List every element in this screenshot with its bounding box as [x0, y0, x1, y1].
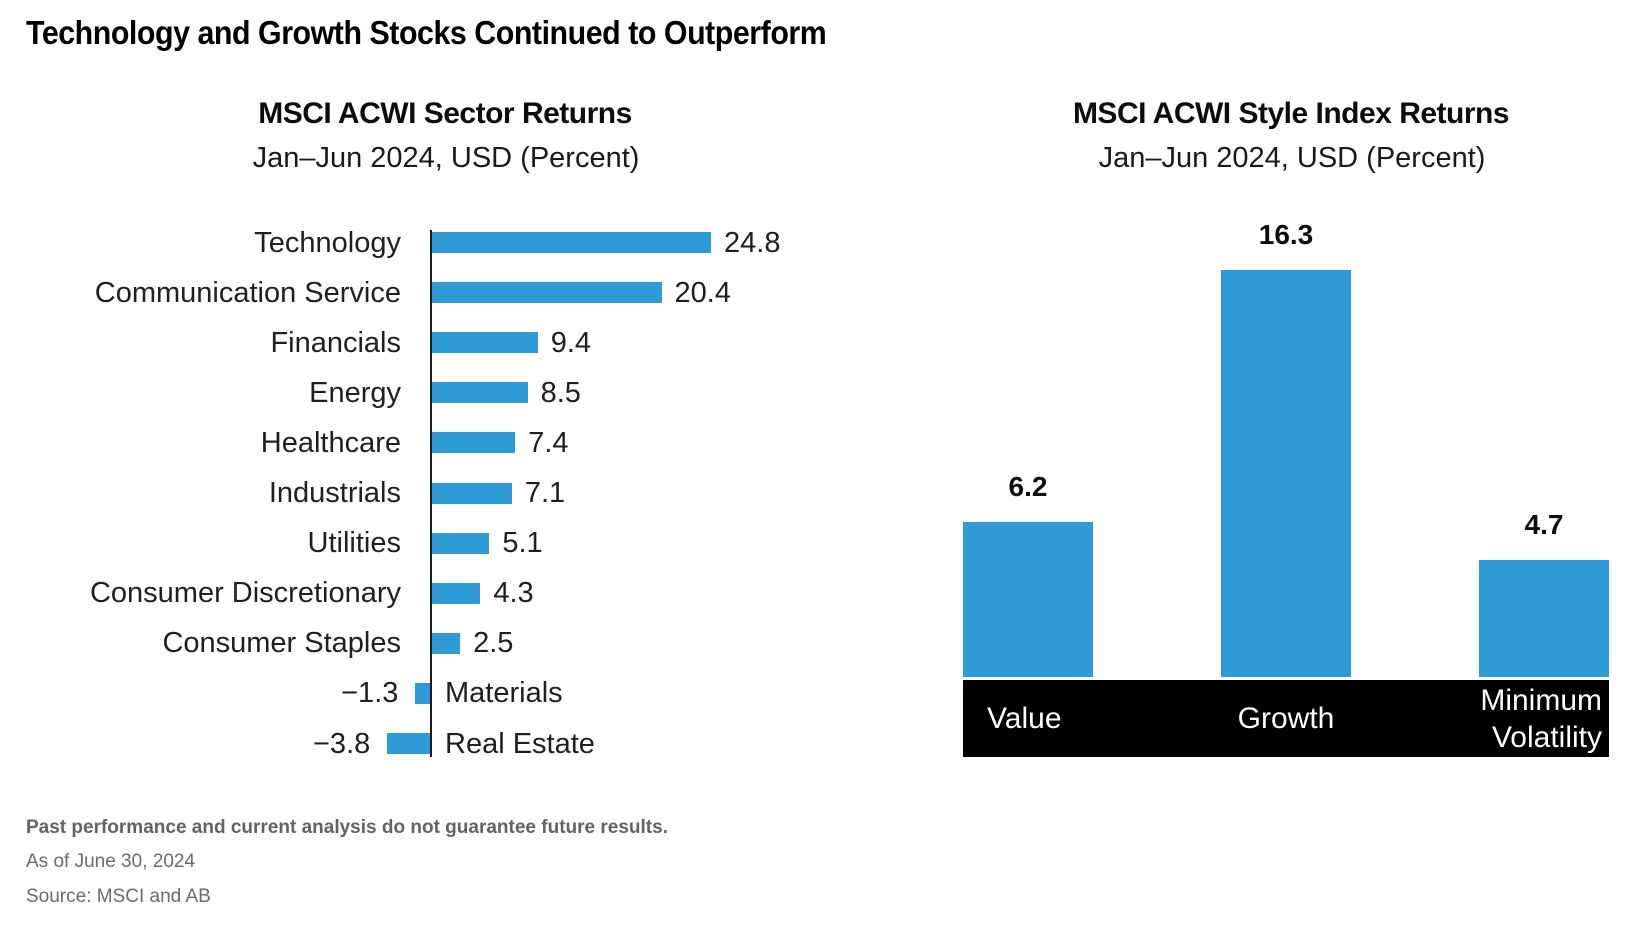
- sector-value-label: 5.1: [502, 527, 543, 560]
- sector-value-label: 20.4: [674, 276, 731, 309]
- right-chart-title: MSCI ACWI Style Index Returns: [1072, 97, 1510, 130]
- sector-category-label: Communication Service: [94, 276, 401, 309]
- style-value-label: 16.3: [1258, 218, 1314, 250]
- sector-category-label: Materials: [445, 677, 563, 710]
- sector-category-label: Technology: [254, 226, 401, 259]
- sector-category-label: Financials: [270, 326, 401, 359]
- sector-bar: [387, 733, 430, 754]
- sector-category-label: Energy: [309, 376, 401, 409]
- sector-bar: [432, 332, 538, 354]
- sector-category-label: Healthcare: [260, 426, 401, 459]
- source-text: Source: MSCI and AB: [26, 886, 211, 907]
- style-bar: [1221, 269, 1351, 677]
- sector-bar: [432, 382, 528, 404]
- style-category-band: Value Growth Minimum Volatility: [963, 680, 1609, 757]
- sector-value-label: 24.8: [724, 226, 781, 259]
- sector-category-label: Real Estate: [445, 727, 595, 760]
- style-bar: [1479, 559, 1609, 677]
- sector-bar: [432, 532, 490, 554]
- style-bar: [963, 522, 1093, 677]
- sector-value-label: 4.3: [493, 577, 534, 610]
- sector-bar: [432, 232, 711, 253]
- style-category-label: Value: [987, 701, 1062, 735]
- sector-bar: [432, 432, 516, 454]
- figure-title: Technology and Growth Stocks Continued t…: [26, 14, 827, 51]
- left-chart-axis-line: [430, 230, 432, 757]
- sector-value-label: −3.8: [313, 727, 371, 760]
- sector-category-label: Industrials: [268, 477, 401, 509]
- disclaimer-text: Past performance and current analysis do…: [26, 817, 668, 838]
- as-of-date-text: As of June 30, 2024: [26, 851, 196, 872]
- right-chart-subtitle: Jan–Jun 2024, USD (Percent): [1098, 142, 1486, 174]
- sector-value-label: −1.3: [341, 677, 399, 710]
- left-chart-title: MSCI ACWI Sector Returns: [258, 97, 632, 130]
- sector-bar: [432, 582, 481, 604]
- sector-bar: [432, 482, 512, 504]
- sector-category-label: Consumer Staples: [162, 627, 401, 660]
- sector-value-label: 8.5: [540, 376, 581, 409]
- style-category-label: Growth: [1237, 701, 1335, 735]
- sector-bar: [432, 632, 461, 654]
- sector-bar: [415, 682, 430, 704]
- sector-category-label: Utilities: [307, 527, 401, 560]
- sector-value-label: 7.4: [528, 426, 569, 459]
- sector-bar: [432, 282, 662, 304]
- sector-category-label: Consumer Discretionary: [89, 577, 401, 610]
- sector-value-label: 7.1: [524, 477, 566, 509]
- left-chart-subtitle: Jan–Jun 2024, USD (Percent): [252, 142, 640, 174]
- style-value-label: 4.7: [1524, 508, 1564, 540]
- sector-value-label: 9.4: [550, 326, 592, 359]
- sector-value-label: 2.5: [473, 627, 514, 660]
- style-value-label: 6.2: [1008, 471, 1048, 502]
- style-category-label: Minimum Volatility: [1480, 683, 1602, 754]
